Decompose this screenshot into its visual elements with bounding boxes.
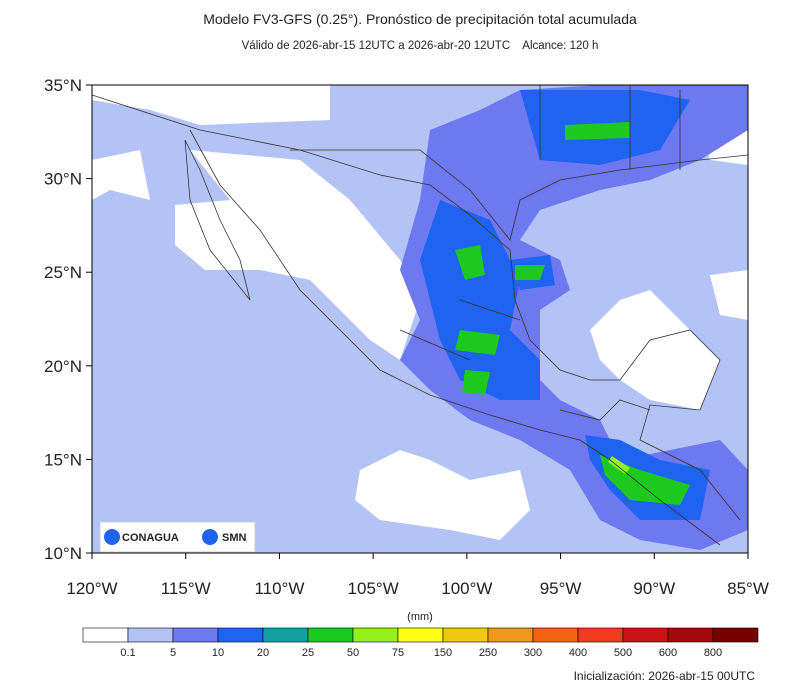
lon-label: 100°W [441,579,492,598]
init-time: Inicialización: 2026-abr-15 00UTC [574,669,756,683]
colorbar-label: 800 [704,647,722,659]
colorbar-label: 5 [170,647,176,659]
colorbar-box [82,627,129,643]
lat-label: 35°N [44,76,82,95]
colorbar-label: 50 [347,647,359,659]
logo-text: CONAGUA [122,532,179,544]
lat-label: 25°N [44,263,82,282]
colorbar-box [397,627,444,643]
lon-label: 120°W [66,579,117,598]
colorbar-label: 400 [569,647,587,659]
colorbar-box [667,627,714,643]
colorbar-box [712,627,759,643]
colorbar-box [487,627,534,643]
colorbar-label: 300 [524,647,542,659]
lon-label: 115°W [161,579,211,598]
colorbar-label: 0.1 [120,647,135,659]
lat-label: 10°N [44,544,82,563]
lon-label: 110°W [254,579,304,598]
colorbar-box [622,627,669,643]
logo-text: SMN [222,532,247,544]
colorbar-label: 20 [257,647,269,659]
colorbar-label: 75 [392,647,404,659]
colorbar-label: 150 [434,647,452,659]
map: CONAGUA SMN [91,84,749,554]
colorbar-label: 250 [479,647,497,659]
colorbar-box [262,627,309,643]
colorbar-box [217,627,264,643]
lon-label: 105°W [348,579,399,598]
colorbar-unit: (mm) [407,611,433,623]
lat-label: 20°N [44,357,82,376]
title: Modelo FV3-GFS (0.25°). Pronóstico de pr… [203,11,637,27]
lat-label: 15°N [44,450,82,469]
colorbar-label: 500 [614,647,632,659]
colorbar-box [442,627,489,643]
colorbar-box [307,627,354,643]
lon-label: 90°W [633,579,675,598]
subtitle: Válido de 2026-abr-15 12UTC a 2026-abr-2… [242,40,599,52]
colorbar-label: 10 [212,647,224,659]
colorbar-box [172,627,219,643]
colorbar-label: 25 [302,647,314,659]
lon-label: 85°W [727,579,769,598]
lon-label: 95°W [540,579,582,598]
colorbar-box [127,627,174,643]
colorbar-label: 600 [659,647,677,659]
lat-label: 30°N [44,170,82,189]
colorbar-box [577,627,624,643]
colorbar-box [352,627,399,643]
colorbar-box [532,627,579,643]
